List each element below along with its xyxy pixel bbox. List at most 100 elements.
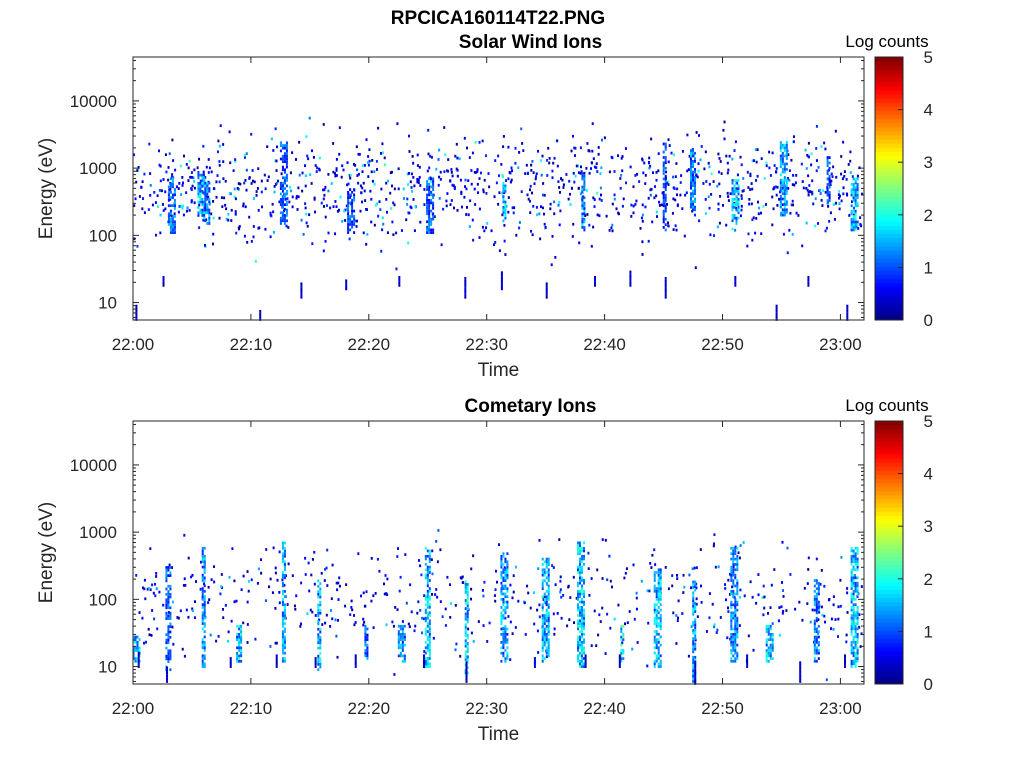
heatmap-cell bbox=[767, 649, 770, 652]
heatmap-cell bbox=[502, 646, 505, 650]
heatmap-cell bbox=[162, 209, 165, 212]
heatmap-cell bbox=[349, 193, 352, 197]
heatmap-cell bbox=[583, 608, 586, 612]
heatmap-cell bbox=[734, 606, 737, 609]
heatmap-cell bbox=[201, 614, 204, 617]
heatmap-cell bbox=[238, 654, 241, 658]
heatmap-cell bbox=[424, 576, 427, 580]
heatmap-cell bbox=[291, 195, 294, 199]
colorbar-segment bbox=[875, 217, 903, 222]
heatmap-cell bbox=[188, 159, 191, 163]
heatmap-cell bbox=[475, 171, 478, 174]
heatmap-cell bbox=[691, 209, 694, 213]
heatmap-cell bbox=[164, 153, 167, 157]
heatmap-cell bbox=[852, 228, 855, 232]
heatmap-cell bbox=[827, 205, 830, 208]
heatmap-cell bbox=[426, 565, 429, 569]
heatmap-cell bbox=[281, 638, 284, 642]
heatmap-cell bbox=[307, 561, 310, 565]
heatmap-cell bbox=[520, 190, 523, 194]
heatmap-cell bbox=[731, 208, 734, 212]
heatmap-cell bbox=[783, 170, 786, 174]
heatmap-cell bbox=[428, 646, 431, 650]
heatmap-cell bbox=[196, 166, 199, 170]
heatmap-cell bbox=[577, 622, 580, 625]
heatmap-cell bbox=[207, 171, 210, 174]
heatmap-cell bbox=[201, 662, 204, 666]
heatmap-cell bbox=[547, 557, 550, 561]
heatmap-cell bbox=[590, 577, 593, 580]
heatmap-cell bbox=[753, 159, 756, 163]
heatmap-cell bbox=[740, 197, 743, 200]
heatmap-cell bbox=[165, 568, 168, 572]
heatmap-cell bbox=[852, 557, 855, 561]
heatmap-cell bbox=[169, 220, 172, 224]
heatmap-cell bbox=[327, 189, 330, 193]
heatmap-cell bbox=[506, 646, 509, 650]
heatmap-cell bbox=[199, 195, 202, 199]
heatmap-cell bbox=[134, 657, 137, 660]
heatmap-cell bbox=[168, 563, 171, 567]
heatmap-cell bbox=[795, 174, 798, 177]
heatmap-cell bbox=[856, 568, 859, 572]
colorbar-segment bbox=[875, 647, 903, 652]
heatmap-cell bbox=[583, 212, 586, 216]
colorbar-segment bbox=[875, 540, 903, 545]
heatmap-cell bbox=[229, 659, 232, 663]
heatmap-cell bbox=[824, 229, 827, 233]
heatmap-cell bbox=[207, 195, 210, 199]
heatmap-cell bbox=[424, 573, 427, 577]
heatmap-cell bbox=[250, 578, 253, 582]
heatmap-cell bbox=[674, 224, 677, 228]
heatmap-cell bbox=[243, 181, 246, 185]
heatmap-cell bbox=[177, 187, 180, 190]
heatmap-cell bbox=[599, 620, 602, 623]
heatmap-cell bbox=[852, 641, 855, 644]
heatmap-cell bbox=[730, 638, 733, 642]
heatmap-cell bbox=[143, 172, 146, 176]
heatmap-cell bbox=[653, 630, 656, 633]
heatmap-cell bbox=[498, 191, 501, 195]
heatmap-cell bbox=[535, 172, 538, 176]
heatmap-cell bbox=[799, 672, 802, 675]
heatmap-cell bbox=[549, 202, 552, 206]
heatmap-cell bbox=[154, 201, 157, 204]
heatmap-cell bbox=[281, 643, 284, 647]
heatmap-cell bbox=[779, 160, 782, 163]
heatmap-cell bbox=[758, 206, 761, 210]
heatmap-cell bbox=[772, 207, 775, 211]
heatmap-cell bbox=[501, 174, 504, 177]
heatmap-cell bbox=[694, 178, 697, 182]
heatmap-cell bbox=[596, 191, 599, 195]
heatmap-cell bbox=[733, 184, 736, 188]
heatmap-cell bbox=[323, 579, 326, 582]
heatmap-cell bbox=[622, 197, 625, 201]
heatmap-cell bbox=[283, 590, 286, 593]
heatmap-cell bbox=[329, 625, 332, 628]
heatmap-cell bbox=[173, 198, 176, 202]
heatmap-cell bbox=[751, 218, 754, 222]
heatmap-cell bbox=[242, 202, 245, 206]
heatmap-cell bbox=[324, 621, 327, 625]
heatmap-cell bbox=[424, 619, 427, 623]
heatmap-cell bbox=[224, 203, 227, 207]
heatmap-cell bbox=[567, 197, 570, 201]
heatmap-cell bbox=[235, 231, 238, 235]
heatmap-cell bbox=[403, 643, 406, 647]
heatmap-cell bbox=[755, 217, 758, 220]
heatmap-cell bbox=[500, 641, 503, 644]
heatmap-cell bbox=[435, 540, 438, 543]
heatmap-cell bbox=[183, 577, 186, 581]
heatmap-cell bbox=[662, 150, 665, 154]
heatmap-cell bbox=[545, 581, 548, 585]
heatmap-cell bbox=[830, 172, 833, 176]
heatmap-cell bbox=[692, 160, 695, 163]
heatmap-cell bbox=[317, 590, 320, 594]
heatmap-cell bbox=[439, 600, 442, 604]
heatmap-cell bbox=[655, 654, 658, 658]
heatmap-cell bbox=[780, 605, 783, 609]
heatmap-cell bbox=[137, 654, 140, 658]
heatmap-cell bbox=[167, 215, 170, 218]
heatmap-cell bbox=[815, 630, 818, 634]
heatmap-cell bbox=[437, 183, 440, 187]
